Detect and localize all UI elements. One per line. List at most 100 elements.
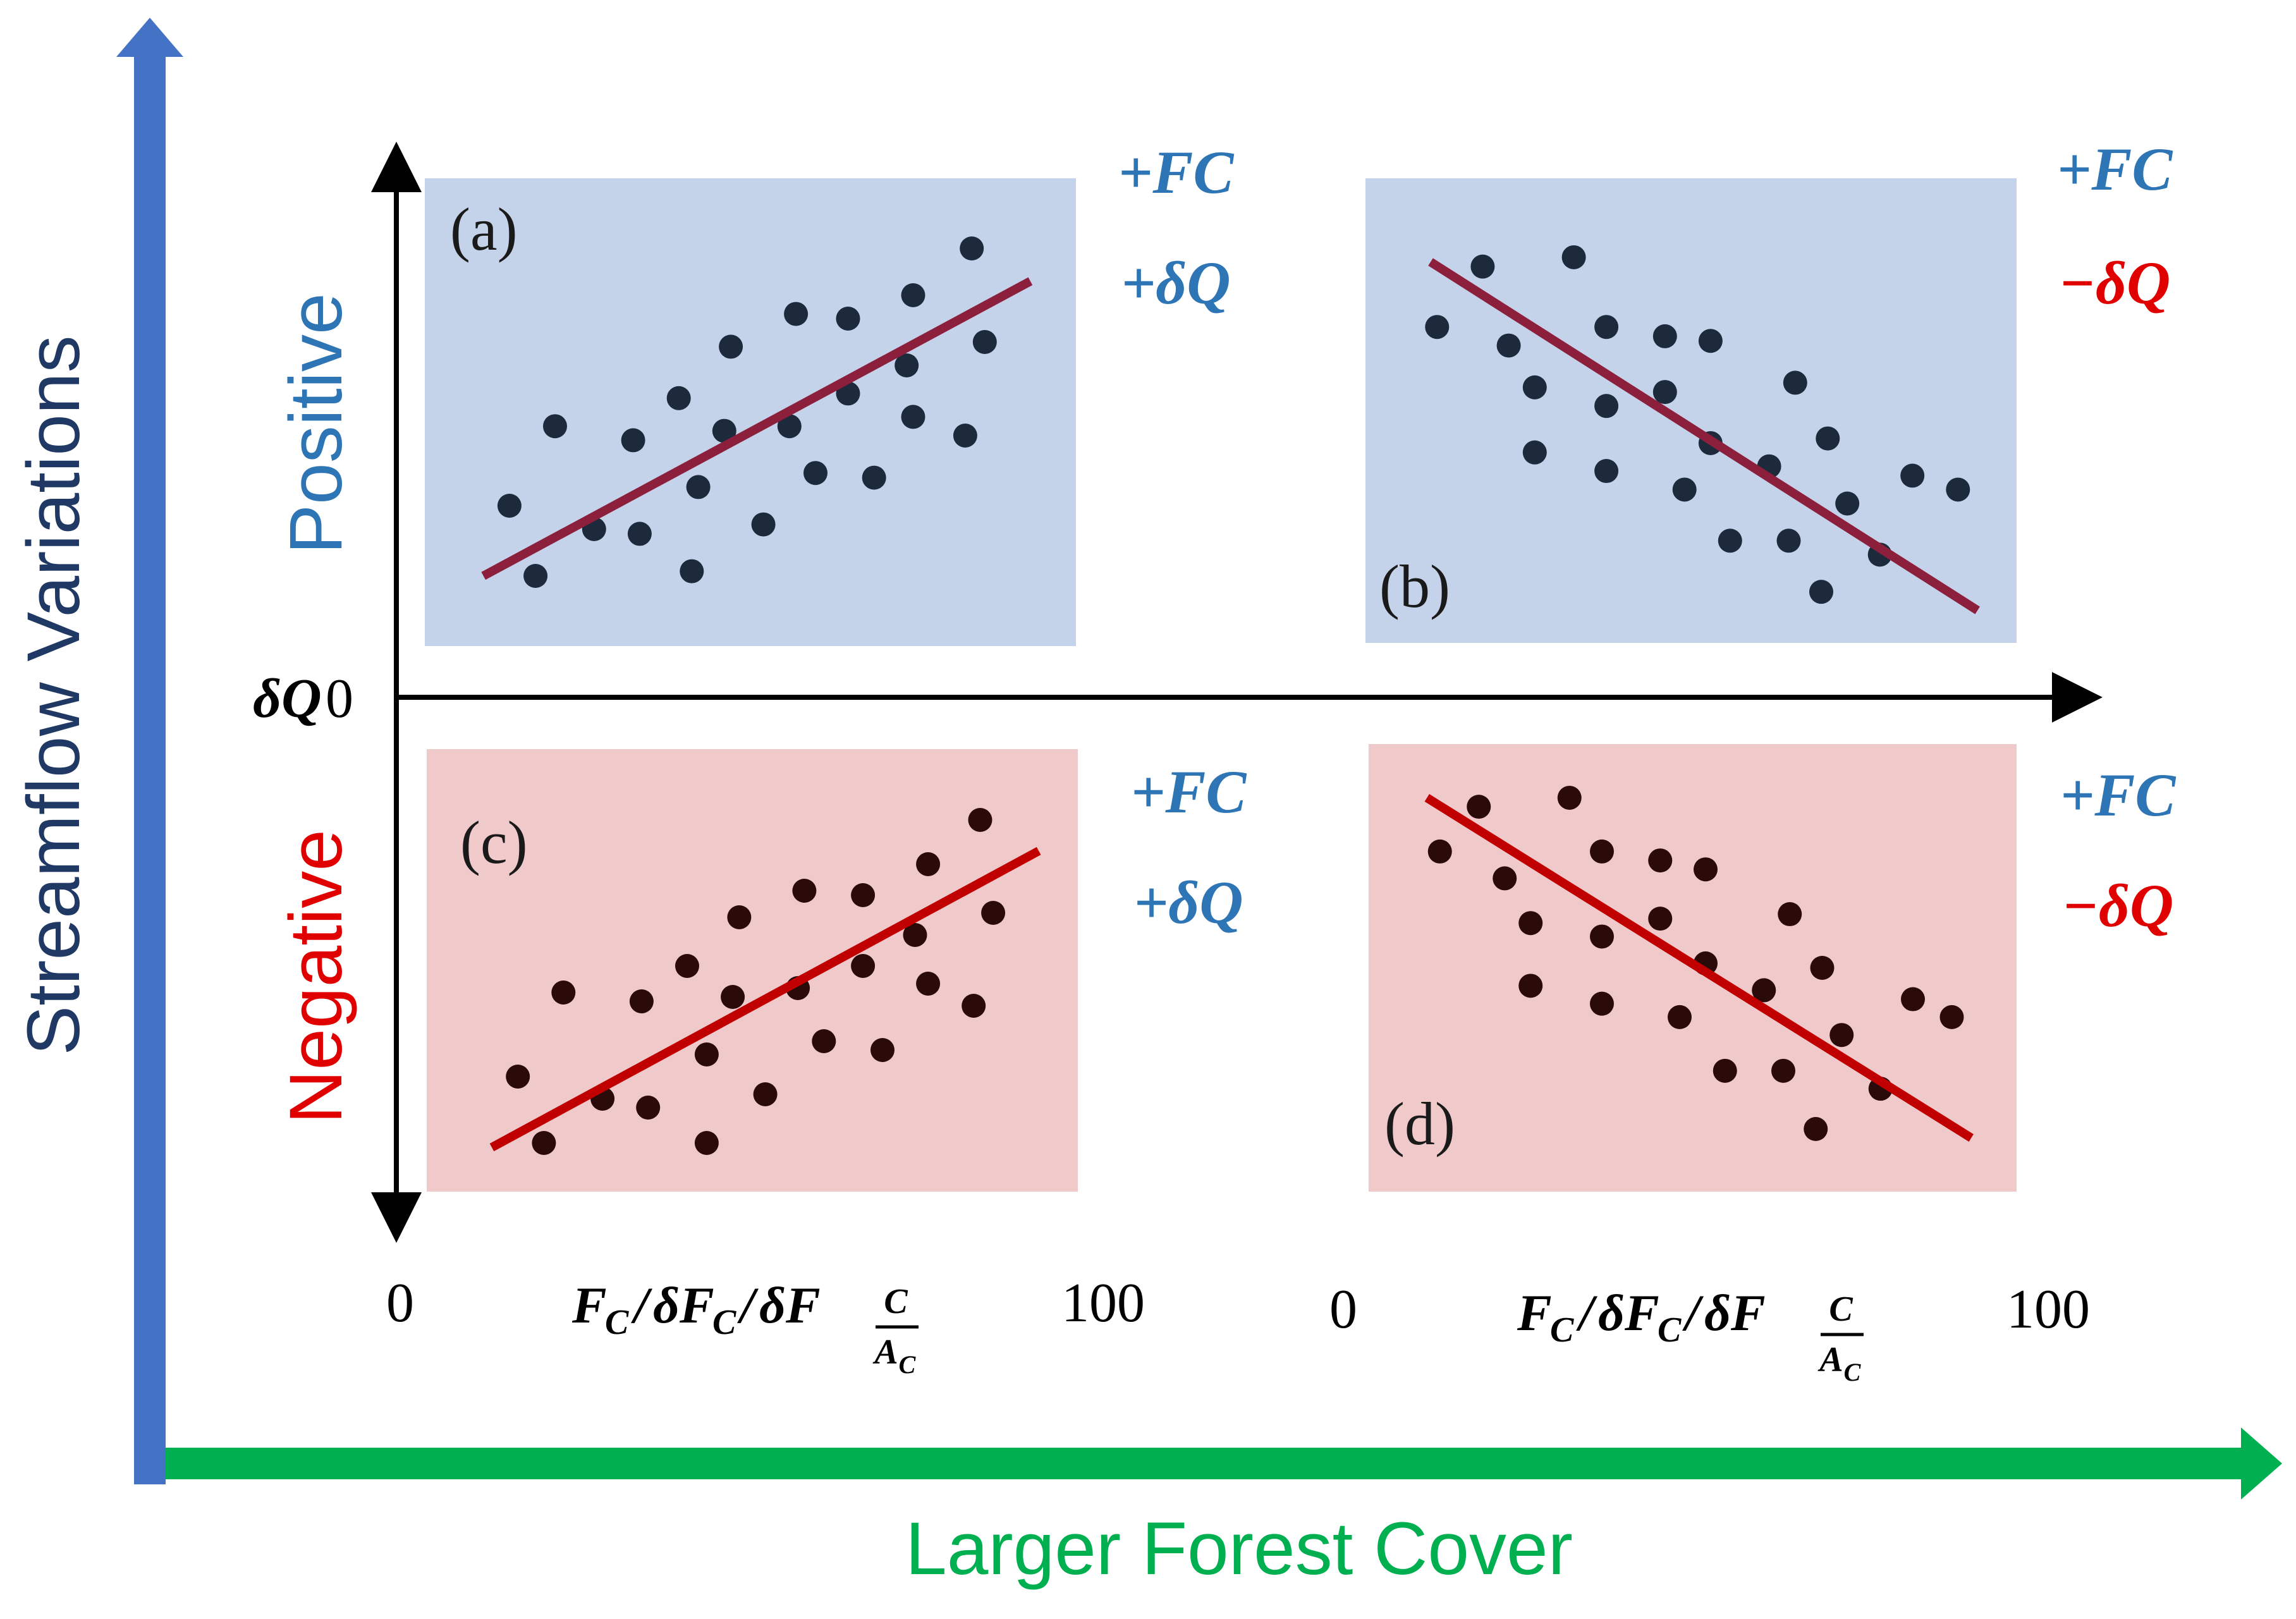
x-variable-label-right: F C / δF C / δF C A C [1517, 1284, 1864, 1386]
panel-d-point [1467, 795, 1491, 819]
panel-b-point [1496, 333, 1521, 358]
dq-axis-label: δQ [253, 668, 322, 730]
dfc-main: δF [1598, 1284, 1659, 1341]
panel-c-point [870, 1038, 895, 1062]
panel-b-point [1470, 254, 1495, 279]
panel-b-point [1900, 463, 1925, 488]
panel-a-dq-label: +δQ [1121, 249, 1230, 317]
panel-c-point [694, 1131, 719, 1155]
panel-d-point [1939, 1005, 1964, 1029]
panel-a-point [803, 461, 827, 486]
forest-cover-arrow [166, 1427, 2282, 1500]
bottom-axis-right: 0 F C / δF C / δF C A C 100 [1329, 1279, 2090, 1386]
frac-top: C [884, 1282, 908, 1321]
fc-sub: C [1550, 1310, 1574, 1350]
panel-c-point [694, 1042, 719, 1066]
bottom-axis-left: 0 F C / δF C / δF C A C 100 [386, 1273, 1145, 1379]
panel-c-point [962, 994, 986, 1018]
panel-c-point [636, 1096, 661, 1120]
panel-a-point [751, 512, 776, 537]
panel-d-trend-line [1424, 794, 1974, 1142]
x-axis-title: Larger Forest Cover [905, 1507, 1573, 1591]
panel-c-fc-label: +FC [1131, 758, 1247, 826]
panel-b-point [1425, 315, 1450, 339]
fc-sub: C [605, 1303, 629, 1342]
panel-b-point [1594, 394, 1619, 418]
panel-c: (c) +FC +δQ [427, 749, 1247, 1192]
panel-c-point [629, 989, 654, 1013]
panel-a-point [627, 522, 652, 546]
panel-d-dq-label: −δQ [2062, 872, 2174, 939]
panel-d-point [1668, 1005, 1692, 1029]
panel-d-label: (d) [1384, 1090, 1455, 1158]
panel-b-fc-label: +FC [2057, 135, 2173, 203]
panel-c-point [551, 981, 576, 1005]
panel-b-point [1652, 380, 1677, 405]
panel-a-point [523, 564, 548, 588]
panel-d-point [1590, 924, 1614, 949]
panel-a-point [712, 418, 736, 443]
panel-c-point [851, 883, 876, 907]
y-axis-title: Streamflow Variations [12, 336, 95, 1056]
panel-a-trend-line [481, 277, 1033, 580]
x-zero-right: 0 [1329, 1279, 1357, 1340]
panel-a-point [784, 302, 809, 326]
fc-main: F [571, 1276, 607, 1334]
forest-cover-arrow-head [2241, 1427, 2282, 1500]
panel-b: (b) +FC −δQ [1365, 135, 2173, 643]
panel-c-point [903, 923, 927, 947]
panel-b-point [1594, 315, 1619, 339]
dfca-main: δF [1704, 1284, 1766, 1341]
panel-a-point [543, 414, 567, 439]
panel-d-point [1713, 1058, 1737, 1083]
dq-zero-label: 0 [326, 668, 353, 730]
panel-c-dq-label: +δQ [1133, 869, 1243, 936]
panel-a-point [680, 559, 704, 583]
panel-c-point [792, 879, 817, 903]
panel-c-point [532, 1131, 556, 1155]
dfc-main: δF [653, 1276, 714, 1334]
panel-c-point [812, 1029, 836, 1053]
frac-top: C [1829, 1290, 1853, 1329]
panel-d-point [1778, 902, 1802, 927]
panel-b-point [1776, 528, 1801, 553]
panel-a-point [972, 330, 997, 354]
slash-2: / [1682, 1284, 1704, 1341]
panel-b-point [1561, 245, 1586, 269]
panel-d-point [1590, 839, 1614, 864]
panel-a-point [666, 386, 691, 410]
panel-b-point [1652, 324, 1677, 348]
panel-a-point [901, 405, 925, 429]
panel-d-point [1752, 978, 1776, 1003]
panel-d-point [1804, 1116, 1828, 1141]
forest-cover-arrow-shaft [166, 1448, 2252, 1479]
panel-d-fc-label: +FC [2060, 761, 2177, 829]
panel-a-point [953, 424, 977, 448]
frac-bottom: A [1817, 1340, 1843, 1379]
panel-b-point [1698, 329, 1723, 353]
panel-a-point [497, 494, 522, 518]
x-hundred-left: 100 [1061, 1273, 1145, 1334]
panel-c-point [916, 972, 941, 996]
panel-a: (a) +FC +δQ [425, 138, 1234, 646]
panel-b-dq-label: −δQ [2059, 249, 2171, 317]
panel-c-point [675, 954, 699, 978]
panel-d-point [1771, 1058, 1795, 1083]
x-hundred-right: 100 [2006, 1279, 2090, 1340]
panel-d-point [1901, 987, 1925, 1011]
slash-2: / [737, 1276, 759, 1334]
x-zero-left: 0 [386, 1273, 414, 1334]
frac-bottom-sub: C [1844, 1358, 1862, 1386]
positive-label: Positive [274, 293, 358, 554]
dfca-main: δF [759, 1276, 821, 1334]
panel-c-trend-line [489, 846, 1041, 1152]
panel-d-point [1518, 911, 1543, 936]
streamflow-arrow [116, 18, 183, 1484]
panel-d-point [1557, 785, 1582, 810]
panel-c-point [753, 1082, 778, 1106]
panel-d-point [1590, 991, 1614, 1016]
panel-a-point [777, 414, 802, 439]
panel-c-point [981, 901, 1006, 925]
panel-b-trend-line [1428, 258, 1980, 614]
panel-d-point [1810, 956, 1835, 980]
